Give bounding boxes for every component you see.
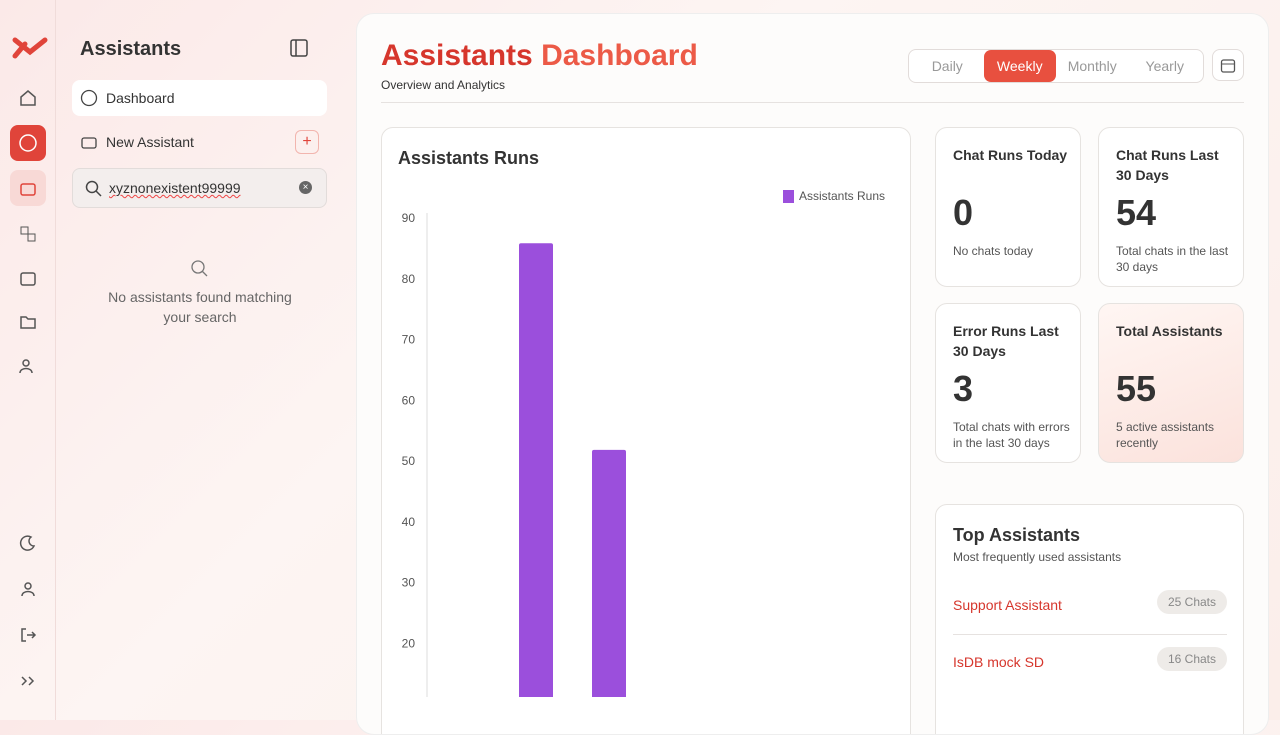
y-tick-label: 20 xyxy=(402,636,416,650)
title-part: Assistants xyxy=(381,39,533,72)
assistant-row[interactable]: IsDB mock SD 16 Chats xyxy=(953,634,1227,684)
clear-button[interactable]: × xyxy=(299,181,312,194)
expand-icon[interactable] xyxy=(10,663,46,699)
panel-title: Assistants xyxy=(80,38,182,60)
nav-label: New Assistant xyxy=(106,134,194,150)
logout-icon[interactable] xyxy=(10,617,46,653)
users-icon[interactable] xyxy=(10,348,46,384)
period-tab[interactable]: Yearly xyxy=(1145,58,1184,74)
folder-icon[interactable] xyxy=(10,304,46,340)
stat-card: Total Assistants 55 5 active assistants re… xyxy=(1098,303,1244,463)
legend-label: Assistants Runs xyxy=(799,189,885,203)
add-button[interactable]: + xyxy=(295,130,319,154)
period-tab[interactable]: Daily xyxy=(931,58,963,74)
assistant-row[interactable]: Support Assistant 25 Chats xyxy=(953,585,1227,634)
search-empty-icon xyxy=(191,260,208,277)
nav-dashboard[interactable]: Dashboard xyxy=(72,80,327,116)
divider xyxy=(381,102,1244,103)
top-assistants-card: Top Assistants Most frequently used assi… xyxy=(935,504,1244,734)
nav-label: Dashboard xyxy=(106,90,175,106)
workflow-icon[interactable] xyxy=(10,216,46,252)
store-icon[interactable] xyxy=(10,260,46,296)
stat-card: Error Runs Last 30 Days 3 Total chats with… xyxy=(935,303,1081,463)
chart-title: Assistants Runs xyxy=(398,148,539,168)
y-tick-label: 50 xyxy=(402,454,416,468)
stat-label: Total Assistants xyxy=(1116,323,1223,339)
period-tab[interactable]: Weekly xyxy=(983,50,1056,82)
assistant-name: IsDB mock SD xyxy=(953,654,1045,670)
stat-note: Total chats with errors in the last 30 d… xyxy=(953,420,1070,450)
main-card: Assistants Dashboard Overview and Analyt… xyxy=(356,13,1269,735)
stat-value: 0 xyxy=(953,192,974,233)
icon-rail xyxy=(0,0,56,720)
stat-note: Total chats in the last 30 days xyxy=(1116,244,1229,274)
bar xyxy=(519,243,553,706)
title-part: Dashboard xyxy=(541,39,698,72)
chat-icon[interactable] xyxy=(10,125,46,161)
legend-swatch xyxy=(783,190,794,203)
page-title: Assistants Dashboard xyxy=(381,39,698,73)
stat-note: No chats today xyxy=(953,244,1034,258)
logo xyxy=(12,37,48,59)
home-icon[interactable] xyxy=(10,80,46,116)
bar xyxy=(592,449,626,705)
chart-card: Assistants Runs 20 30 40 50 60 70 80 90 Assistan… xyxy=(381,127,911,734)
stat-label: Chat Runs Today xyxy=(953,147,1068,163)
stat-value: 55 xyxy=(1116,368,1157,409)
y-tick-label: 80 xyxy=(402,272,416,286)
collapse-button[interactable] xyxy=(290,39,308,57)
stat-value: 54 xyxy=(1116,192,1157,233)
section-title: Top Assistants xyxy=(953,525,1081,545)
section-subtitle: Most frequently used assistants xyxy=(953,550,1122,564)
side-panel: Assistants Dashboard New Assistant + xyz… xyxy=(56,0,355,720)
y-tick-label: 40 xyxy=(402,515,416,529)
chat-count: 16 Chats xyxy=(1156,647,1227,671)
y-tick-label: 60 xyxy=(402,393,416,407)
calendar-button[interactable] xyxy=(1212,49,1244,81)
stat-label: Chat Runs Last 30 Days xyxy=(1116,147,1219,183)
period-switch: Daily Weekly Monthly Yearly xyxy=(908,49,1204,83)
chat-count: 25 Chats xyxy=(1156,590,1227,614)
y-tick-label: 90 xyxy=(402,211,416,225)
chart: Assistants Runs 20 30 40 50 60 70 80 90 Assistan… xyxy=(398,148,885,706)
subtitle: Overview and Analytics xyxy=(381,78,506,92)
assistant-icon[interactable] xyxy=(10,170,46,206)
y-tick-label: 70 xyxy=(402,333,416,347)
period-tab[interactable]: Monthly xyxy=(1067,58,1117,74)
theme-icon[interactable] xyxy=(10,525,46,561)
stat-value: 3 xyxy=(953,368,974,409)
y-tick-label: 30 xyxy=(402,576,416,590)
empty-message: No assistants found matching your search xyxy=(108,289,292,325)
stat-note: 5 active assistants recently xyxy=(1116,420,1215,450)
stat-label: Error Runs Last 30 Days xyxy=(953,323,1059,359)
nav-new-assistant[interactable]: New Assistant + xyxy=(72,124,327,160)
search-box[interactable]: xyznonexistent99999 × xyxy=(72,168,327,208)
stat-card: Chat Runs Last 30 Days 54 Total chats in t… xyxy=(1098,127,1244,287)
stat-card: Chat Runs Today 0 No chats today xyxy=(935,127,1081,287)
assistant-name: Support Assistant xyxy=(953,597,1062,613)
profile-icon[interactable] xyxy=(10,571,46,607)
search-text: xyznonexistent99999 xyxy=(109,180,241,196)
